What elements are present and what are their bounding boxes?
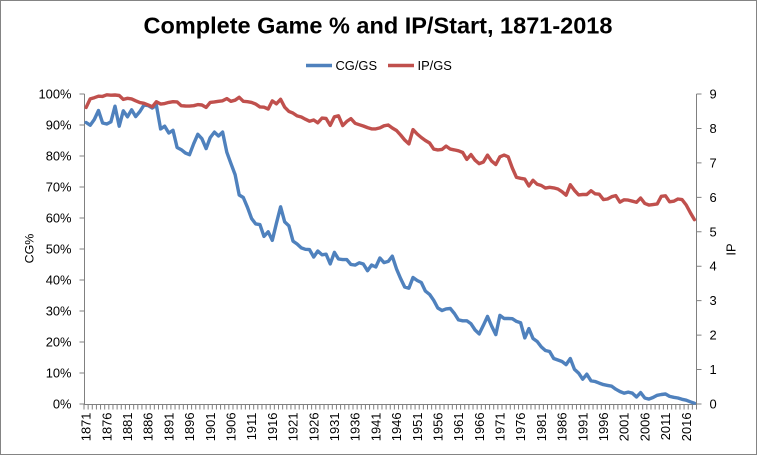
- svg-text:8: 8: [710, 121, 717, 136]
- svg-text:1906: 1906: [224, 413, 239, 442]
- svg-text:6: 6: [710, 190, 717, 205]
- svg-text:IP: IP: [724, 243, 739, 255]
- svg-text:IP/GS: IP/GS: [418, 58, 452, 73]
- svg-text:2001: 2001: [617, 413, 632, 442]
- svg-text:10%: 10%: [46, 366, 72, 381]
- svg-text:1971: 1971: [493, 413, 508, 442]
- svg-text:4: 4: [710, 259, 717, 274]
- svg-text:1946: 1946: [389, 413, 404, 442]
- svg-text:0%: 0%: [53, 397, 72, 412]
- svg-text:1876: 1876: [99, 413, 114, 442]
- svg-text:1986: 1986: [555, 413, 570, 442]
- svg-text:100%: 100%: [39, 87, 72, 102]
- svg-text:1911: 1911: [244, 413, 259, 441]
- svg-text:1961: 1961: [451, 413, 466, 442]
- svg-text:1991: 1991: [575, 413, 590, 442]
- svg-text:1981: 1981: [534, 413, 549, 442]
- svg-text:2: 2: [710, 328, 717, 343]
- svg-text:1936: 1936: [348, 413, 363, 442]
- svg-text:60%: 60%: [46, 211, 72, 226]
- svg-text:1871: 1871: [79, 413, 94, 442]
- svg-text:1976: 1976: [513, 413, 528, 442]
- svg-text:1956: 1956: [430, 413, 445, 442]
- svg-text:1966: 1966: [472, 413, 487, 442]
- svg-text:7: 7: [710, 155, 717, 170]
- svg-text:1951: 1951: [410, 413, 425, 442]
- svg-text:1901: 1901: [203, 413, 218, 442]
- svg-text:50%: 50%: [46, 242, 72, 257]
- svg-text:Complete Game % and IP/Start,: Complete Game % and IP/Start, 1871-2018: [144, 13, 613, 39]
- svg-text:1886: 1886: [141, 413, 156, 442]
- svg-text:30%: 30%: [46, 304, 72, 319]
- svg-text:5: 5: [710, 224, 717, 239]
- svg-text:1: 1: [710, 362, 717, 377]
- svg-text:1941: 1941: [368, 413, 383, 442]
- svg-text:1996: 1996: [596, 413, 611, 442]
- svg-text:1931: 1931: [327, 413, 342, 442]
- svg-text:90%: 90%: [46, 118, 72, 133]
- svg-text:CG/GS: CG/GS: [336, 58, 378, 73]
- svg-text:40%: 40%: [46, 273, 72, 288]
- svg-text:20%: 20%: [46, 335, 72, 350]
- svg-text:1916: 1916: [265, 413, 280, 442]
- svg-text:CG%: CG%: [23, 234, 37, 264]
- svg-text:1881: 1881: [120, 413, 135, 442]
- svg-text:1926: 1926: [306, 413, 321, 442]
- svg-text:0: 0: [710, 397, 717, 412]
- svg-text:2016: 2016: [679, 413, 694, 442]
- svg-text:1891: 1891: [161, 413, 176, 442]
- svg-text:3: 3: [710, 293, 717, 308]
- svg-text:1921: 1921: [286, 413, 301, 442]
- svg-text:80%: 80%: [46, 149, 72, 164]
- svg-text:2011: 2011: [658, 413, 673, 441]
- svg-text:9: 9: [710, 87, 717, 102]
- svg-text:1896: 1896: [182, 413, 197, 442]
- svg-text:2006: 2006: [637, 413, 652, 442]
- svg-text:70%: 70%: [46, 180, 72, 195]
